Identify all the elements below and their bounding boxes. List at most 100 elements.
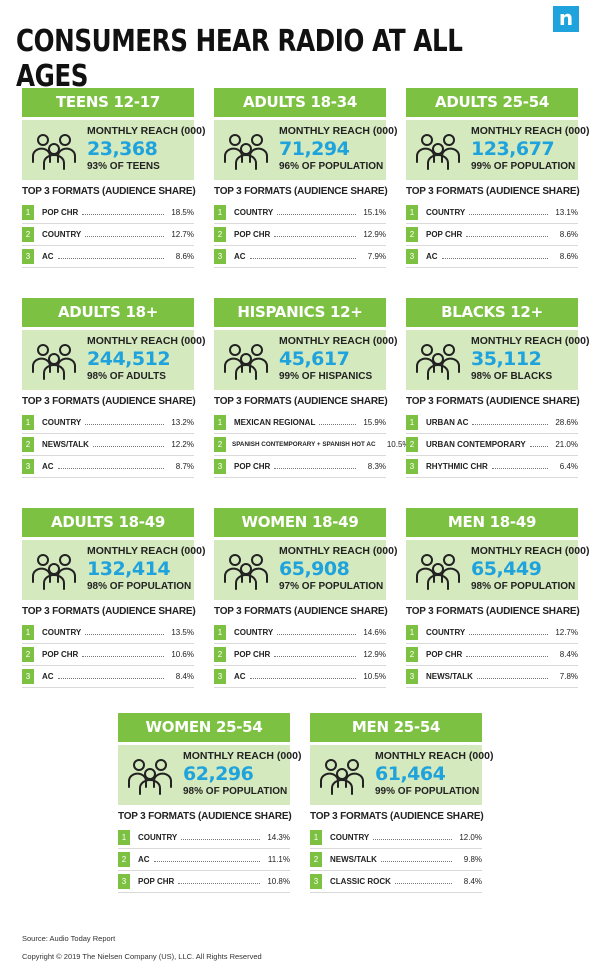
format-name: NEWS/TALK bbox=[330, 854, 377, 864]
segment-title: ADULTS 18-34 bbox=[214, 88, 386, 117]
dot-leader bbox=[466, 655, 548, 657]
format-name: COUNTRY bbox=[426, 207, 466, 217]
format-share: 7.9% bbox=[367, 251, 386, 261]
format-rank: 1 bbox=[214, 624, 226, 640]
format-name: POP CHR bbox=[426, 229, 463, 239]
format-share: 8.4% bbox=[463, 876, 482, 886]
format-name: POP CHR bbox=[234, 649, 271, 659]
formats-list: 1 POP CHR 18.5% 2 COUNTRY 12.7% 3 AC 8.6… bbox=[22, 203, 194, 268]
segment-card: TEENS 12-17 MONTHLY REACH (000) 23,368 9… bbox=[22, 88, 205, 269]
format-name: COUNTRY bbox=[42, 229, 82, 239]
format-row: 2 NEWS/TALK 12.2% bbox=[22, 435, 194, 456]
formats-list: 1 COUNTRY 15.1% 2 POP CHR 12.9% 3 AC 7.9… bbox=[214, 203, 386, 268]
format-share: 12.7% bbox=[171, 229, 194, 239]
format-row: 3 AC 10.5% bbox=[214, 667, 386, 688]
reach-panel: MONTHLY REACH (000) 244,512 98% OF ADULT… bbox=[22, 330, 205, 390]
dot-leader bbox=[92, 445, 164, 447]
reach-value: 45,617 bbox=[279, 348, 350, 370]
format-name: AC bbox=[234, 671, 246, 681]
format-name: POP CHR bbox=[138, 876, 175, 886]
reach-label: MONTHLY REACH (000) bbox=[279, 125, 398, 137]
format-row: 1 COUNTRY 14.3% bbox=[118, 828, 290, 849]
format-share: 8.3% bbox=[367, 461, 386, 471]
format-row: 1 COUNTRY 14.6% bbox=[214, 623, 386, 644]
format-rank: 1 bbox=[22, 414, 34, 430]
format-rank: 1 bbox=[214, 414, 226, 430]
reach-label: MONTHLY REACH (000) bbox=[471, 125, 590, 137]
format-rank: 3 bbox=[406, 668, 418, 684]
format-row: 2 POP CHR 12.9% bbox=[214, 225, 386, 246]
format-rank: 2 bbox=[406, 436, 418, 452]
dot-leader bbox=[85, 423, 164, 425]
reach-panel: MONTHLY REACH (000) 35,112 98% OF BLACKS bbox=[406, 330, 589, 390]
format-name: SPANISH CONTEMPORARY + SPANISH HOT AC bbox=[232, 440, 376, 448]
format-rank: 3 bbox=[22, 668, 34, 684]
dot-leader bbox=[153, 860, 260, 862]
format-share: 14.6% bbox=[363, 627, 386, 637]
format-name: NEWS/TALK bbox=[426, 671, 473, 681]
format-share: 13.1% bbox=[555, 207, 578, 217]
segment-card: ADULTS 25-54 MONTHLY REACH (000) 123,677… bbox=[406, 88, 589, 269]
format-rank: 3 bbox=[118, 873, 130, 889]
segment-title: ADULTS 18+ bbox=[22, 298, 194, 327]
format-share: 8.4% bbox=[175, 671, 194, 681]
reach-percent: 98% OF BLACKS bbox=[471, 371, 553, 382]
format-share: 10.6% bbox=[171, 649, 194, 659]
format-share: 12.2% bbox=[171, 439, 194, 449]
dot-leader bbox=[82, 213, 164, 215]
dot-leader bbox=[274, 235, 356, 237]
reach-label: MONTHLY REACH (000) bbox=[87, 335, 206, 347]
reach-percent: 98% OF ADULTS bbox=[87, 371, 166, 382]
format-row: 1 URBAN AC 28.6% bbox=[406, 413, 578, 434]
format-share: 8.6% bbox=[559, 229, 578, 239]
people-group-icon bbox=[224, 554, 268, 590]
segment-card: ADULTS 18-49 MONTHLY REACH (000) 132,414… bbox=[22, 508, 205, 689]
format-rank: 2 bbox=[22, 646, 34, 662]
people-group-icon bbox=[32, 134, 76, 170]
reach-panel: MONTHLY REACH (000) 123,677 99% OF POPUL… bbox=[406, 120, 589, 180]
reach-label: MONTHLY REACH (000) bbox=[87, 545, 206, 557]
format-name: COUNTRY bbox=[138, 832, 178, 842]
format-share: 12.9% bbox=[363, 229, 386, 239]
format-share: 8.6% bbox=[175, 251, 194, 261]
dot-leader bbox=[82, 655, 164, 657]
format-name: AC bbox=[138, 854, 150, 864]
format-row: 3 AC 8.7% bbox=[22, 457, 194, 478]
reach-percent: 97% OF POPULATION bbox=[279, 581, 384, 592]
format-rank: 1 bbox=[22, 624, 34, 640]
format-rank: 2 bbox=[22, 226, 34, 242]
format-share: 15.1% bbox=[363, 207, 386, 217]
formats-title: TOP 3 FORMATS (AUDIENCE SHARE) bbox=[22, 186, 196, 197]
format-row: 2 POP CHR 8.4% bbox=[406, 645, 578, 666]
format-rank: 1 bbox=[406, 624, 418, 640]
dot-leader bbox=[373, 838, 452, 840]
dot-leader bbox=[181, 838, 260, 840]
dot-leader bbox=[57, 677, 164, 679]
format-row: 1 MEXICAN REGIONAL 15.9% bbox=[214, 413, 386, 434]
format-share: 28.6% bbox=[555, 417, 578, 427]
format-share: 12.9% bbox=[363, 649, 386, 659]
format-name: CLASSIC ROCK bbox=[330, 876, 391, 886]
dot-leader bbox=[277, 633, 356, 635]
segment-title: ADULTS 18-49 bbox=[22, 508, 194, 537]
reach-value: 65,908 bbox=[279, 558, 350, 580]
people-group-icon bbox=[224, 344, 268, 380]
reach-value: 35,112 bbox=[471, 348, 542, 370]
reach-value: 123,677 bbox=[471, 138, 555, 160]
format-rank: 3 bbox=[214, 248, 226, 264]
format-row: 1 COUNTRY 13.1% bbox=[406, 203, 578, 224]
formats-title: TOP 3 FORMATS (AUDIENCE SHARE) bbox=[406, 186, 580, 197]
people-group-icon bbox=[128, 759, 172, 795]
formats-title: TOP 3 FORMATS (AUDIENCE SHARE) bbox=[118, 811, 292, 822]
format-rank: 1 bbox=[406, 414, 418, 430]
format-row: 2 AC 11.1% bbox=[118, 850, 290, 871]
formats-list: 1 URBAN AC 28.6% 2 URBAN CONTEMPORARY 21… bbox=[406, 413, 578, 478]
format-rank: 2 bbox=[214, 226, 226, 242]
format-name: COUNTRY bbox=[42, 417, 82, 427]
formats-list: 1 COUNTRY 13.5% 2 POP CHR 10.6% 3 AC 8.4… bbox=[22, 623, 194, 688]
format-share: 11.1% bbox=[267, 854, 290, 864]
reach-percent: 99% OF HISPANICS bbox=[279, 371, 373, 382]
format-share: 15.9% bbox=[363, 417, 386, 427]
format-name: POP CHR bbox=[42, 207, 79, 217]
format-row: 3 AC 8.4% bbox=[22, 667, 194, 688]
